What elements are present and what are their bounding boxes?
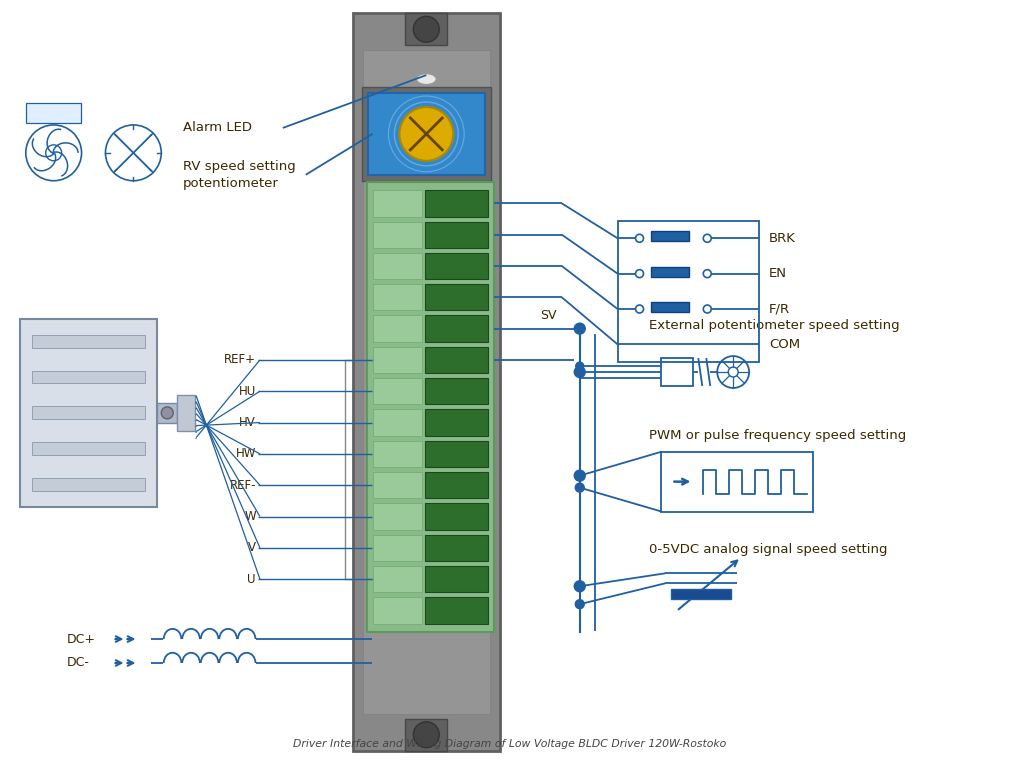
Bar [424, 378, 488, 405]
Text: SPEED: SPEED [40, 108, 67, 117]
Bar [424, 222, 488, 248]
Bar [372, 284, 422, 310]
Bar [353, 14, 499, 751]
Bar [372, 472, 422, 498]
Circle shape [574, 367, 585, 377]
Text: RV speed setting
potentiometer: RV speed setting potentiometer [183, 160, 296, 190]
Text: REF+: REF+ [224, 354, 256, 367]
Text: BRK: BRK [768, 232, 795, 245]
Bar [372, 440, 422, 467]
Bar [424, 535, 488, 561]
Bar [32, 442, 145, 455]
Bar [177, 395, 195, 431]
Bar [616, 220, 758, 362]
Ellipse shape [416, 74, 436, 85]
Circle shape [575, 600, 584, 609]
Bar [424, 253, 488, 279]
Bar [372, 378, 422, 405]
Bar [405, 14, 446, 45]
Bar [372, 222, 422, 248]
Text: HW: HW [235, 447, 256, 460]
Bar [372, 409, 422, 436]
Text: DC+: DC+ [66, 632, 96, 645]
Wedge shape [413, 16, 439, 42]
Bar [32, 406, 145, 419]
Bar [32, 478, 145, 491]
Bar [424, 566, 488, 592]
Text: DC-: DC- [66, 657, 90, 670]
Bar [651, 232, 689, 242]
Bar [372, 253, 422, 279]
Bar [660, 358, 693, 386]
Bar [366, 181, 493, 632]
Text: W: W [245, 510, 256, 523]
Wedge shape [413, 722, 439, 748]
Circle shape [575, 483, 584, 492]
Bar [372, 566, 422, 592]
Text: F/R: F/R [768, 303, 790, 315]
Text: SV: SV [539, 309, 555, 322]
Bar [424, 504, 488, 530]
Bar [651, 302, 689, 312]
Bar [424, 190, 488, 216]
Text: V: V [248, 541, 256, 554]
Text: REF-: REF- [229, 479, 256, 491]
Bar [424, 440, 488, 467]
Circle shape [574, 581, 585, 592]
Text: HV: HV [238, 416, 256, 429]
Bar [372, 504, 422, 530]
Text: EN: EN [768, 267, 787, 280]
Bar [671, 589, 731, 599]
Bar [651, 267, 689, 277]
Bar [424, 597, 488, 623]
Circle shape [574, 470, 585, 481]
Bar [372, 597, 422, 623]
Bar [32, 370, 145, 383]
Bar [362, 50, 489, 714]
Bar [372, 347, 422, 373]
Circle shape [161, 407, 173, 419]
Circle shape [575, 362, 583, 370]
Bar [26, 103, 81, 123]
Text: 0-5VDC analog signal speed setting: 0-5VDC analog signal speed setting [649, 543, 888, 556]
Bar [424, 284, 488, 310]
Bar [424, 347, 488, 373]
Bar [424, 409, 488, 436]
Text: Driver Interface and Wiring Diagram of Low Voltage BLDC Driver 120W-Rostoko: Driver Interface and Wiring Diagram of L… [293, 738, 726, 748]
Text: Alarm LED: Alarm LED [183, 121, 252, 134]
Bar [424, 315, 488, 342]
Bar [157, 403, 177, 423]
Bar [367, 93, 485, 174]
Bar [424, 472, 488, 498]
Bar [372, 535, 422, 561]
Bar [372, 190, 422, 216]
Bar [19, 319, 157, 507]
Bar [32, 335, 145, 347]
Circle shape [399, 107, 452, 161]
Bar [405, 719, 446, 751]
Bar [361, 87, 490, 181]
Bar [372, 315, 422, 342]
Bar [660, 452, 812, 511]
Text: COM: COM [768, 338, 799, 351]
Text: External potentiometer speed setting: External potentiometer speed setting [649, 319, 899, 332]
Text: HU: HU [238, 385, 256, 398]
Circle shape [574, 323, 585, 334]
Text: U: U [248, 572, 256, 586]
Text: PWM or pulse frequency speed setting: PWM or pulse frequency speed setting [649, 429, 906, 442]
